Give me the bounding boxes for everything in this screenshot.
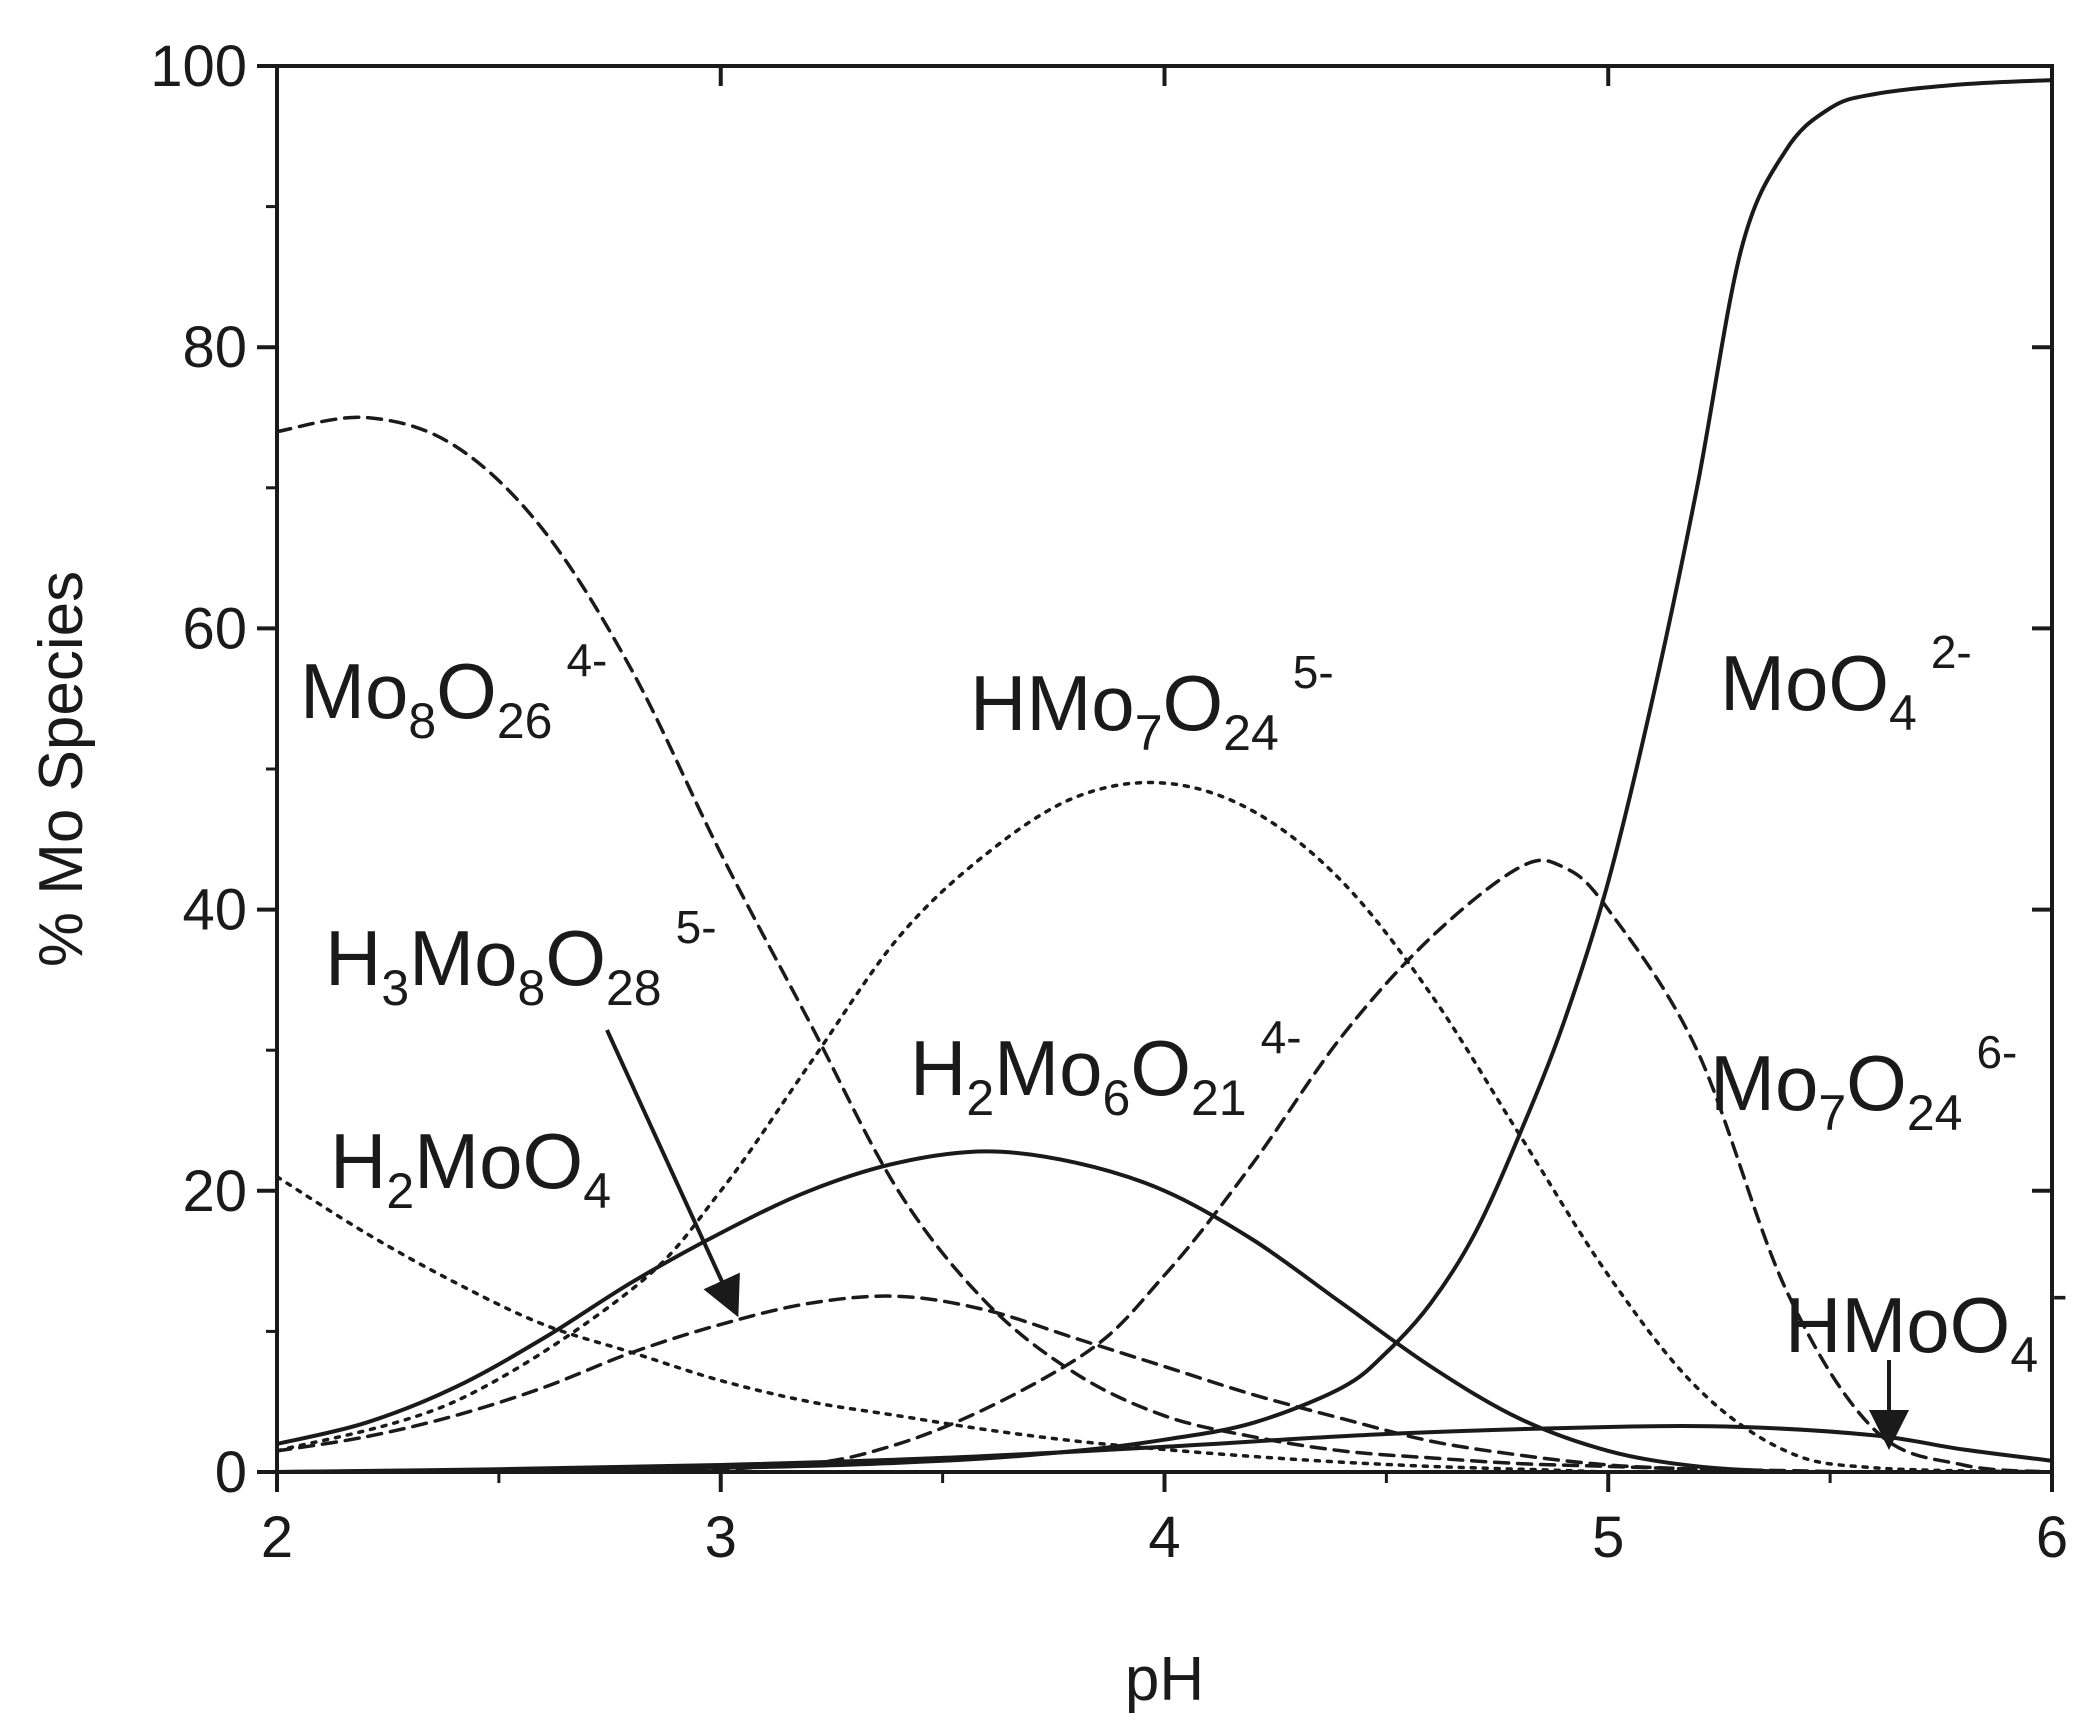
x-tick-label: 3 — [705, 1505, 737, 1570]
series-line-7 — [275, 1424, 2054, 1474]
annotation-layer: Mo8O264- HMo7O245- MoO42- H3Mo8O285- H2Mo6O2… — [300, 626, 2068, 1450]
y-tick-label: 60 — [182, 596, 247, 661]
x-tick-label: 2 — [261, 1505, 293, 1570]
y-tick-label: 20 — [182, 1159, 247, 1224]
plot-frame — [275, 64, 2054, 1474]
annotation-label: HMoO4- — [1785, 1268, 2068, 1383]
series-line-1 — [275, 780, 2054, 1474]
y-axis-title: % Mo Species — [27, 571, 96, 967]
series-line-2 — [275, 858, 2054, 1474]
annotation-label: HMo7O245- — [970, 646, 1334, 761]
x-tick-label: 5 — [1592, 1505, 1624, 1570]
annotation-arrow — [605, 1029, 740, 1318]
annotation-label: MoO42- — [1720, 626, 1972, 741]
y-tick-label: 0 — [215, 1440, 247, 1505]
annotation-label: H2MoO4 — [330, 1117, 611, 1219]
series-line-3 — [275, 78, 2054, 1474]
y-tick-label: 100 — [150, 34, 247, 99]
annotation-label: H3Mo8O285- — [325, 901, 717, 1016]
x-tick-label: 4 — [1148, 1505, 1180, 1570]
series-line-5 — [275, 1294, 1788, 1474]
y-tick-label: 40 — [182, 878, 247, 943]
annotation-label: H2Mo6O214- — [910, 1011, 1302, 1126]
annotation-label: Mo7O246- — [1710, 1026, 2017, 1141]
y-tick-label: 80 — [182, 315, 247, 380]
series-line-4 — [275, 1149, 1788, 1474]
x-axis-title: pH — [1125, 1645, 1204, 1714]
series-layer — [275, 78, 2054, 1474]
series-line-6 — [275, 1174, 1611, 1474]
annotation-label: Mo8O264- — [300, 634, 607, 749]
x-tick-label: 6 — [2036, 1505, 2068, 1570]
